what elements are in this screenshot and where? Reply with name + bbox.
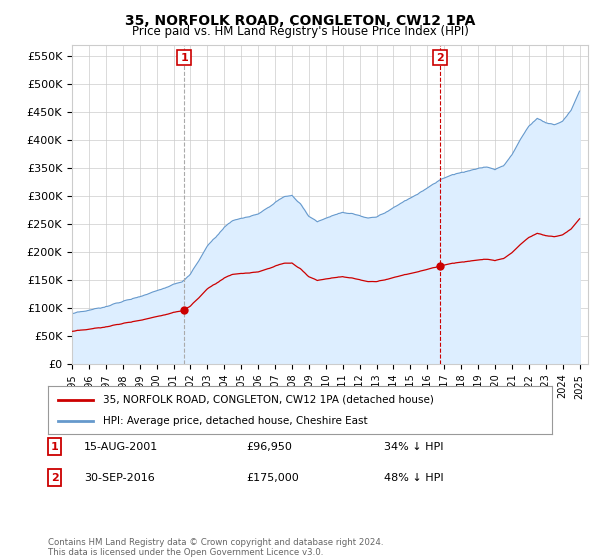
FancyBboxPatch shape (49, 469, 61, 486)
Text: Price paid vs. HM Land Registry's House Price Index (HPI): Price paid vs. HM Land Registry's House … (131, 25, 469, 38)
Text: HPI: Average price, detached house, Cheshire East: HPI: Average price, detached house, Ches… (103, 416, 368, 426)
Text: 35, NORFOLK ROAD, CONGLETON, CW12 1PA: 35, NORFOLK ROAD, CONGLETON, CW12 1PA (125, 14, 475, 28)
Text: 2: 2 (436, 53, 444, 63)
Text: 30-SEP-2016: 30-SEP-2016 (84, 473, 155, 483)
Text: 35, NORFOLK ROAD, CONGLETON, CW12 1PA (detached house): 35, NORFOLK ROAD, CONGLETON, CW12 1PA (d… (103, 395, 434, 405)
Text: 15-AUG-2001: 15-AUG-2001 (84, 442, 158, 452)
Text: 1: 1 (51, 442, 59, 452)
Text: £96,950: £96,950 (246, 442, 292, 452)
Text: 48% ↓ HPI: 48% ↓ HPI (384, 473, 443, 483)
Text: 34% ↓ HPI: 34% ↓ HPI (384, 442, 443, 452)
Text: Contains HM Land Registry data © Crown copyright and database right 2024.
This d: Contains HM Land Registry data © Crown c… (48, 538, 383, 557)
Text: £175,000: £175,000 (246, 473, 299, 483)
FancyBboxPatch shape (49, 438, 61, 455)
Text: 1: 1 (180, 53, 188, 63)
Text: 2: 2 (51, 473, 59, 483)
